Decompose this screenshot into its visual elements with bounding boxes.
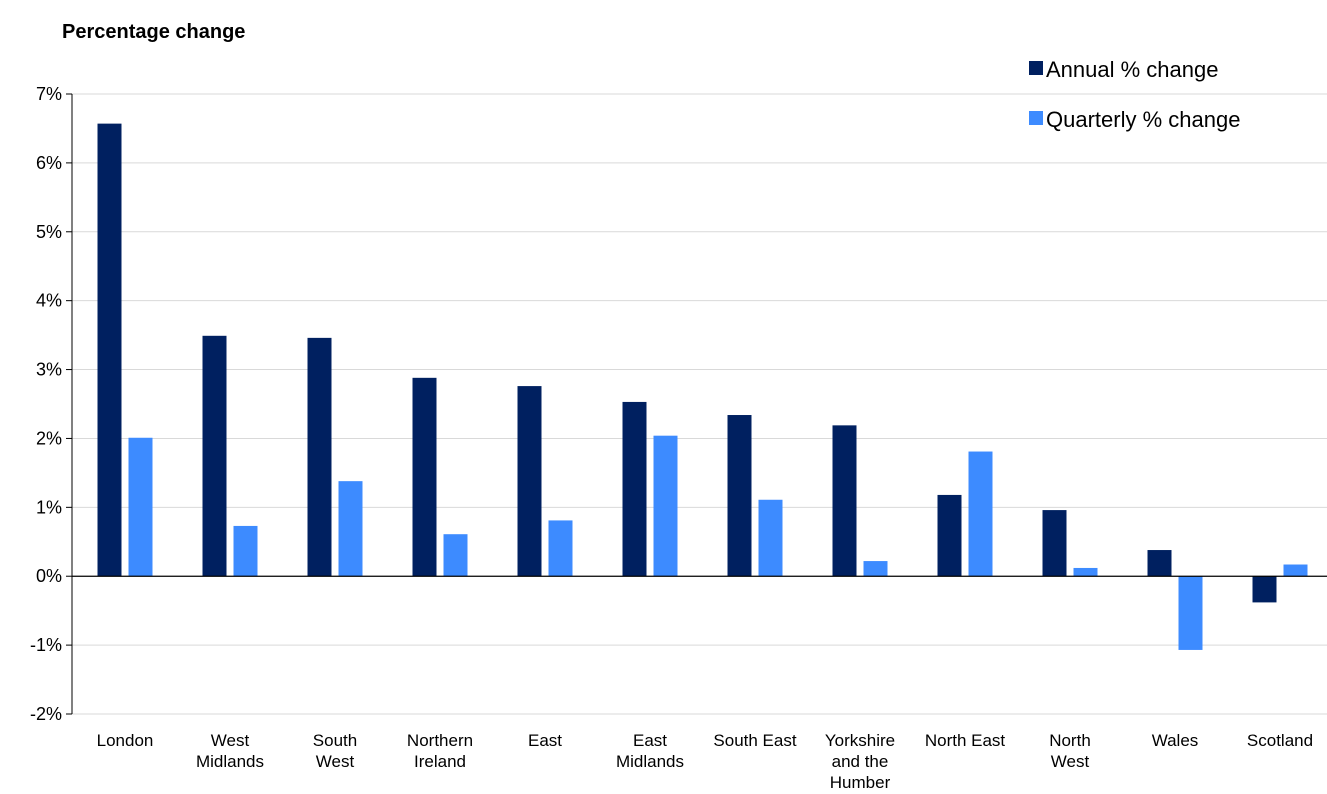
y-tick-label: 6% [36,153,62,173]
quarterly-bar [758,499,783,577]
y-tick-label: 3% [36,360,62,380]
quarterly-bar [548,520,573,577]
x-category-label: North West [1049,731,1091,771]
annual-bar [937,494,962,577]
x-category-label: East Midlands [616,731,684,771]
x-category-label-line: North [1049,731,1091,750]
x-axis-categories: London West Midlands South West Northern Irela… [97,731,1313,792]
annual-bar [727,415,752,577]
annual-bar [202,335,227,577]
x-category-label-line: Humber [830,773,891,792]
legend-swatch [1029,61,1043,75]
y-tick-label: 0% [36,566,62,586]
y-tick-label: 5% [36,222,62,242]
x-category-label-line: and the [832,752,889,771]
x-category-label-line: South East [713,731,796,750]
y-tick-label: 1% [36,497,62,517]
quarterly-bar [443,534,468,577]
quarterly-bar [338,481,363,577]
x-category-label-line: Yorkshire [825,731,895,750]
annual-bar [97,123,122,577]
x-category-label: Wales [1152,731,1199,750]
y-tick-label: 2% [36,428,62,448]
annual-bar [622,401,647,577]
x-category-label-line: Scotland [1247,731,1313,750]
x-category-label-line: Northern [407,731,473,750]
annual-bar [412,377,437,577]
x-category-label: North East [925,731,1006,750]
x-category-label: London [97,731,154,750]
annual-bar [832,425,857,577]
x-category-label: South East [713,731,796,750]
y-tick-label: 7% [36,84,62,104]
axes [71,94,1327,714]
x-category-label: Yorkshire and the Humber [825,731,895,792]
y-axis-ticks: 7% 6% 5% 4% 3% 2% 1% 0% -1% -2% [30,84,72,724]
x-category-label-line: Midlands [616,752,684,771]
legend-label: Quarterly % change [1046,107,1240,132]
x-category-label-line: North East [925,731,1006,750]
chart-title: Percentage change [62,21,245,43]
annual-bar [1252,576,1277,603]
x-category-label-line: West [1051,752,1090,771]
x-category-label-line: South [313,731,357,750]
x-category-label: Northern Ireland [407,731,473,771]
bars [97,123,1308,650]
quarterly-bar [128,437,153,577]
x-category-label: South West [313,731,357,771]
y-tick-label: 4% [36,291,62,311]
quarterly-bar [1283,564,1308,577]
legend-swatch [1029,111,1043,125]
quarterly-bar [653,435,678,577]
quarterly-bar [1178,576,1203,650]
x-category-label-line: Ireland [414,752,466,771]
x-category-label-line: Midlands [196,752,264,771]
annual-bar [1042,510,1067,577]
x-category-label: West Midlands [196,731,264,771]
gridlines [72,93,1327,715]
annual-bar [517,386,542,577]
legend: Annual % change Quarterly % change [1029,57,1240,132]
x-category-label-line: East [633,731,667,750]
x-category-label-line: London [97,731,154,750]
quarterly-bar [233,525,258,577]
annual-bar [307,337,332,577]
quarterly-bar [1073,567,1098,577]
legend-label: Annual % change [1046,57,1218,82]
y-tick-label: -2% [30,704,62,724]
x-category-label-line: West [211,731,250,750]
y-tick-label: -1% [30,635,62,655]
x-category-label: Scotland [1247,731,1313,750]
x-category-label: East [528,731,562,750]
x-category-label-line: Wales [1152,731,1199,750]
quarterly-bar [968,451,993,577]
x-category-label-line: East [528,731,562,750]
x-category-label-line: West [316,752,355,771]
annual-bar [1147,550,1172,577]
quarterly-bar [863,561,888,577]
